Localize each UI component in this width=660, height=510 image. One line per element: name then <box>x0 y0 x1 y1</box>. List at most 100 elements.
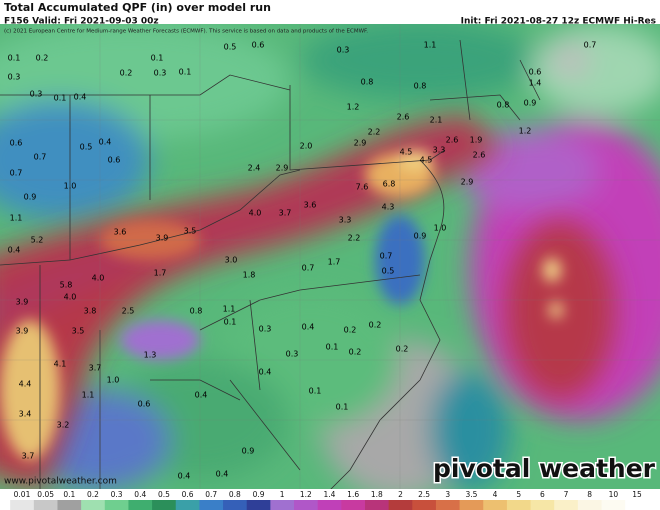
value-label: 1.4 <box>529 79 542 88</box>
colorbar-swatch <box>128 500 153 510</box>
value-label: 0.2 <box>369 321 382 330</box>
colorbar-swatch <box>506 500 532 510</box>
value-label: 3.5 <box>184 227 197 236</box>
value-label: 2.2 <box>348 234 361 243</box>
value-label: 0.3 <box>259 325 272 334</box>
value-label: 4.0 <box>64 293 77 302</box>
colorbar-swatch <box>223 500 248 510</box>
valid-time: F156 Valid: Fri 2021-09-03 00z <box>4 17 159 27</box>
value-label: 6.8 <box>383 180 396 189</box>
value-label: 0.1 <box>224 318 237 327</box>
value-label: 0.3 <box>337 46 350 55</box>
value-label: 0.9 <box>524 99 537 108</box>
colorbar-label: 0.01 <box>14 490 31 499</box>
value-label: 0.9 <box>242 447 255 456</box>
colorbar-label: 7 <box>564 490 569 499</box>
value-label: 0.3 <box>154 69 167 78</box>
colorbar-label: 0.8 <box>229 490 241 499</box>
value-label: 0.4 <box>74 93 87 102</box>
value-label: 2.4 <box>248 164 261 173</box>
colorbar-label: 0.5 <box>158 490 170 499</box>
value-label: 1.1 <box>424 41 437 50</box>
colorbar-label: 2 <box>398 490 403 499</box>
value-label: 1.1 <box>223 305 236 314</box>
value-label: 0.6 <box>10 139 23 148</box>
value-label: 1.1 <box>82 391 95 400</box>
value-label: 3.6 <box>304 201 317 210</box>
value-label: 0.3 <box>30 90 43 99</box>
value-label: 3.3 <box>433 146 446 155</box>
colorbar-label: 1.8 <box>371 490 383 499</box>
value-label: 0.6 <box>529 68 542 77</box>
value-label: 0.1 <box>309 387 322 396</box>
colorbar-swatch <box>317 500 342 510</box>
value-label: 0.4 <box>195 391 208 400</box>
colorbar-label: 0.05 <box>37 490 54 499</box>
value-label: 3.0 <box>225 256 238 265</box>
colorbar-swatch <box>459 500 484 510</box>
colorbar-swatch <box>364 500 390 510</box>
colorbar-swatch <box>104 500 129 510</box>
colorbar-swatch <box>152 500 177 510</box>
value-label: 0.4 <box>216 470 229 479</box>
value-label: 1.7 <box>154 269 167 278</box>
site-url: www.pivotalweather.com <box>4 477 117 487</box>
value-label: 3.9 <box>156 234 169 243</box>
colorbar-swatch <box>601 500 626 510</box>
value-label: 1.3 <box>144 351 157 360</box>
colorbar-label: 10 <box>609 490 619 499</box>
value-label: 5.2 <box>31 236 44 245</box>
colorbar-label: 1 <box>280 490 285 499</box>
colorbar-swatch <box>175 500 200 510</box>
value-label: 4.5 <box>420 156 433 165</box>
colorbar-swatch <box>412 500 437 510</box>
colorbar-label: 0.6 <box>182 490 194 499</box>
value-label: 2.6 <box>473 151 486 160</box>
colorbar-label: 1.6 <box>347 490 359 499</box>
value-label: 2.9 <box>276 164 289 173</box>
value-label: 3.7 <box>279 209 292 218</box>
colorbar-strip <box>0 489 660 500</box>
value-label: 1.2 <box>519 127 532 136</box>
value-label: 0.5 <box>224 43 237 52</box>
value-label: 1.1 <box>10 214 23 223</box>
map-title: Total Accumulated QPF (in) over model ru… <box>4 1 271 14</box>
value-label: 2.6 <box>446 136 459 145</box>
value-label: 1.9 <box>470 136 483 145</box>
value-label: 0.1 <box>336 403 349 412</box>
value-label: 3.9 <box>16 327 29 336</box>
colorbar-label: 4 <box>493 490 498 499</box>
value-label: 3.8 <box>84 307 97 316</box>
value-label: 0.4 <box>302 323 315 332</box>
value-label: 1.0 <box>107 376 120 385</box>
value-label: 3.9 <box>16 298 29 307</box>
borders <box>0 24 660 489</box>
value-label: 0.6 <box>138 400 151 409</box>
colorbar-label: 15 <box>632 490 642 499</box>
colorbar-label: 1.2 <box>300 490 312 499</box>
colorbar-label: 0.9 <box>253 490 265 499</box>
colorbar-swatch <box>483 500 508 510</box>
value-label: 3.6 <box>114 228 127 237</box>
value-label: 0.7 <box>380 252 393 261</box>
value-label: 0.1 <box>179 68 192 77</box>
value-label: 3.5 <box>72 327 85 336</box>
value-label: 5.8 <box>60 281 73 290</box>
value-label: 3.4 <box>19 410 32 419</box>
colorbar-label: 3 <box>445 490 450 499</box>
value-labels: 0.1 0.2 0.3 0.3 0.1 0.4 0.2 0.1 0.3 0.1 0.5 0.6 0.3 1… <box>8 41 597 481</box>
value-label: 0.4 <box>178 472 191 481</box>
value-label: 0.2 <box>36 54 49 63</box>
value-label: 0.7 <box>10 169 23 178</box>
colorbar-swatch <box>294 500 319 510</box>
value-label: 4.3 <box>382 203 395 212</box>
value-label: 0.2 <box>349 348 362 357</box>
value-label: 0.9 <box>24 193 37 202</box>
colorbar-label: 0.7 <box>205 490 217 499</box>
colorbar-swatch <box>246 500 271 510</box>
value-label: 4.1 <box>54 360 67 369</box>
value-label: 3.2 <box>57 421 70 430</box>
value-label: 0.5 <box>382 267 395 276</box>
value-label: 4.0 <box>249 209 262 218</box>
